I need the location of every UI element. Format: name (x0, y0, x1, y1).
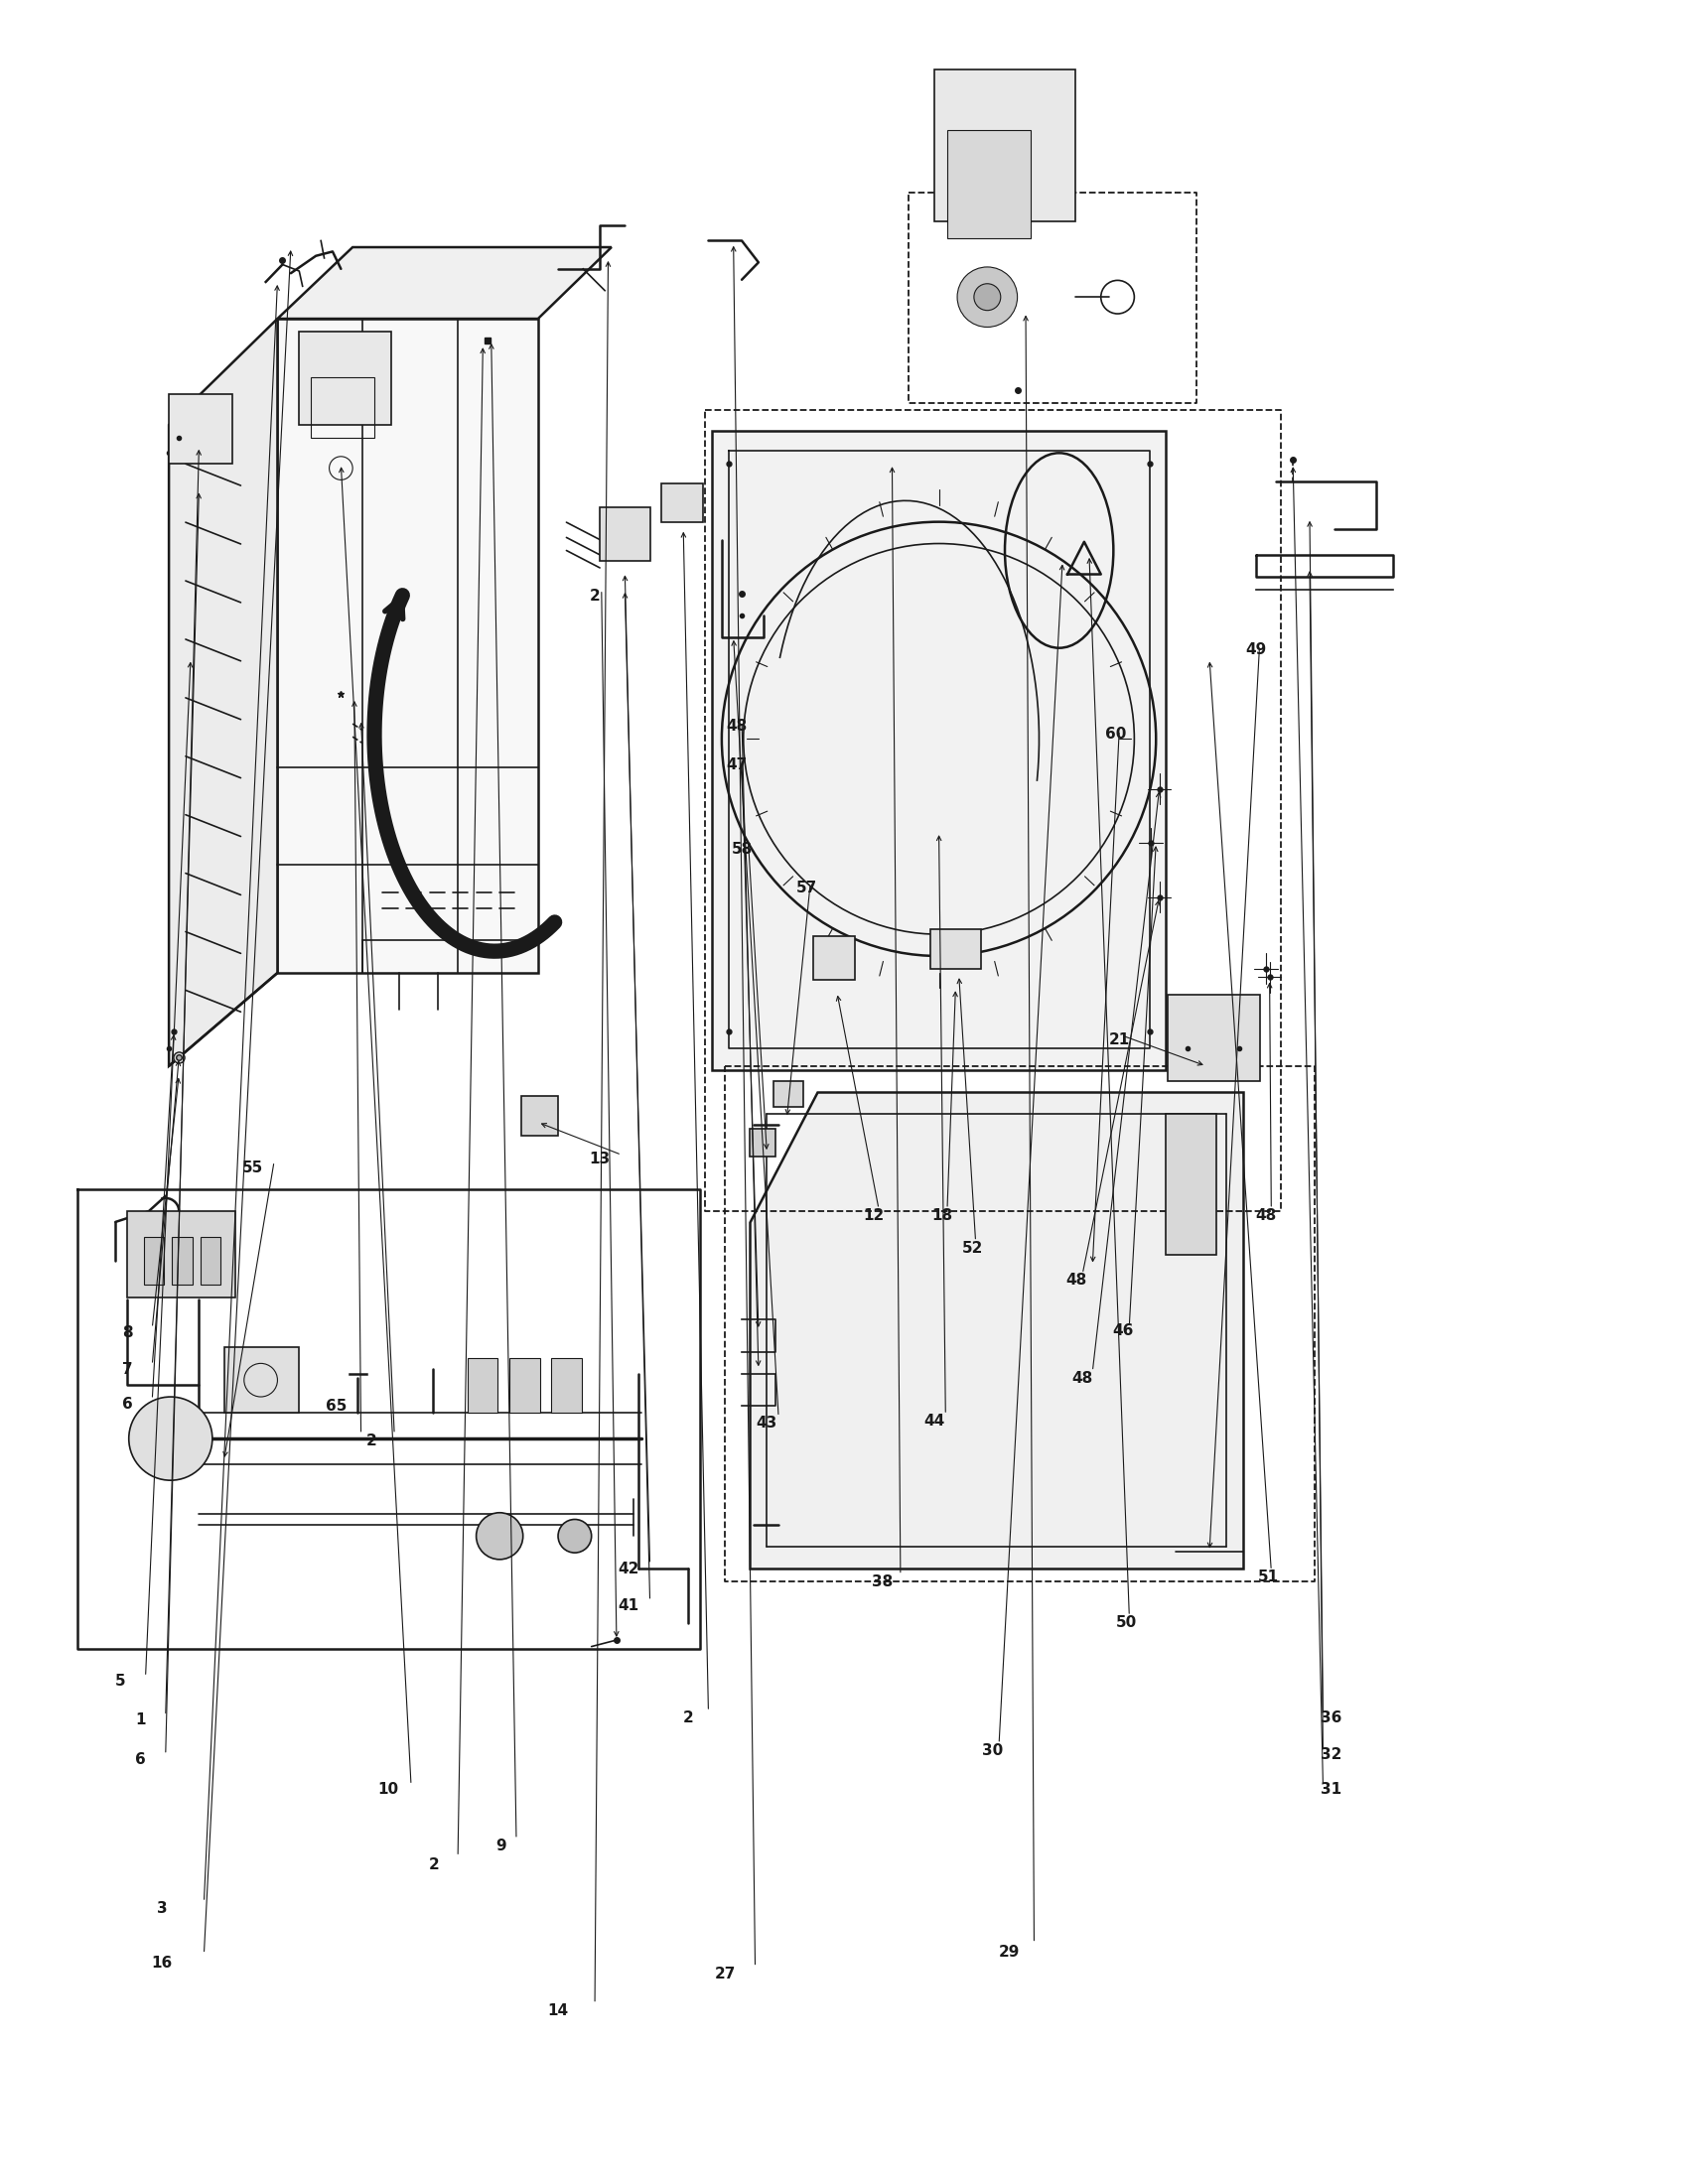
Text: 47: 47 (726, 758, 748, 773)
Text: 48: 48 (726, 719, 748, 734)
Text: 42: 42 (618, 1562, 638, 1577)
Text: 18: 18 (931, 1208, 953, 1223)
Text: 60: 60 (1105, 727, 1127, 743)
Bar (522, 1096, 557, 1136)
Bar (168, 395, 232, 463)
Text: 10: 10 (377, 1782, 397, 1797)
Text: 41: 41 (618, 1599, 638, 1612)
Circle shape (477, 1514, 524, 1559)
Polygon shape (749, 1092, 1243, 1568)
Text: 30: 30 (982, 1743, 1004, 1758)
Polygon shape (278, 319, 537, 972)
Bar (931, 930, 980, 968)
Text: 55: 55 (242, 1160, 263, 1175)
Text: 43: 43 (756, 1415, 778, 1431)
Text: 13: 13 (589, 1151, 610, 1166)
Bar (143, 1236, 163, 1284)
Text: 48: 48 (1066, 1273, 1086, 1289)
Bar (600, 507, 650, 561)
Text: 32: 32 (1320, 1747, 1342, 1762)
Text: 44: 44 (923, 1413, 945, 1428)
Text: 2: 2 (589, 587, 600, 603)
Bar (1165, 1114, 1216, 1254)
Text: 1: 1 (135, 1712, 147, 1728)
Text: 14: 14 (547, 2003, 569, 2018)
Text: 29: 29 (999, 1944, 1019, 1959)
Bar (300, 332, 391, 426)
Text: 57: 57 (797, 880, 817, 895)
Bar (224, 1348, 300, 1413)
Text: 12: 12 (864, 1208, 884, 1223)
Text: 5: 5 (115, 1673, 126, 1688)
Bar (468, 1358, 498, 1413)
Bar (200, 1236, 221, 1284)
Text: 36: 36 (1320, 1710, 1342, 1725)
Text: 65: 65 (325, 1398, 347, 1413)
Text: 52: 52 (962, 1241, 983, 1256)
Bar (749, 1129, 775, 1158)
Circle shape (557, 1520, 591, 1553)
Bar (551, 1358, 581, 1413)
Circle shape (128, 1398, 212, 1481)
Text: 58: 58 (731, 843, 753, 856)
Polygon shape (712, 430, 1165, 1070)
Bar (312, 378, 374, 437)
Text: 49: 49 (1246, 642, 1266, 657)
Circle shape (957, 266, 1017, 328)
Text: 8: 8 (121, 1326, 133, 1341)
Text: 2: 2 (429, 1859, 440, 1872)
Text: 31: 31 (1320, 1782, 1342, 1797)
Text: 27: 27 (714, 1966, 736, 1981)
Text: 48: 48 (1073, 1372, 1093, 1385)
Text: 2: 2 (684, 1710, 694, 1725)
Text: 6: 6 (121, 1396, 133, 1411)
Text: 9: 9 (497, 1839, 507, 1854)
Text: 3: 3 (157, 1902, 167, 1915)
Text: 50: 50 (1115, 1616, 1137, 1629)
Text: 38: 38 (872, 1575, 893, 1590)
Bar (172, 1236, 192, 1284)
Bar (946, 131, 1031, 238)
Bar (813, 937, 855, 978)
Text: 51: 51 (1258, 1570, 1278, 1586)
Bar (773, 1081, 803, 1107)
Text: 6: 6 (135, 1752, 147, 1767)
Text: 46: 46 (1111, 1324, 1133, 1339)
Polygon shape (168, 319, 278, 1066)
Text: 21: 21 (1108, 1033, 1130, 1048)
Text: 2: 2 (365, 1433, 376, 1448)
Bar (1167, 994, 1260, 1081)
Text: 7: 7 (121, 1363, 133, 1376)
Bar (662, 483, 704, 522)
Bar (935, 70, 1076, 221)
Text: 48: 48 (1256, 1208, 1276, 1223)
Bar (128, 1212, 236, 1297)
Polygon shape (278, 247, 611, 319)
Circle shape (973, 284, 1000, 310)
Bar (510, 1358, 539, 1413)
Text: 16: 16 (152, 1955, 173, 1970)
